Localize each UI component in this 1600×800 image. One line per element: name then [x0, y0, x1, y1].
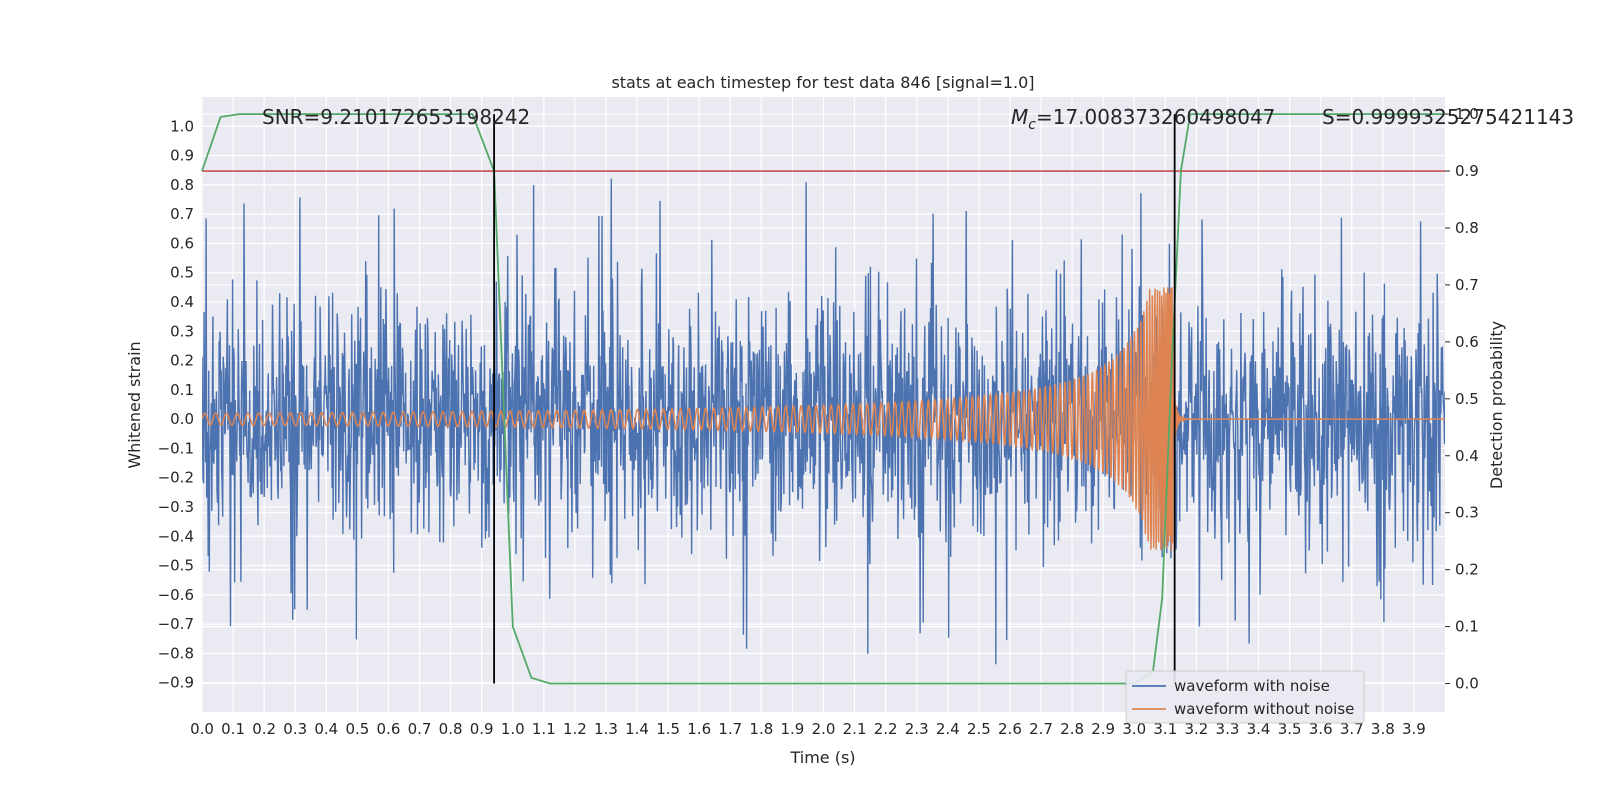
legend-label-clean: waveform without noise	[1174, 700, 1354, 718]
mc-symbol: M	[1011, 105, 1028, 129]
y2-tick-label: 0.5	[1455, 390, 1479, 408]
x-tick-label: 2.4	[936, 720, 960, 738]
y2-tick-label: 0.3	[1455, 504, 1479, 522]
y2-tick-label: 1.0	[1455, 105, 1479, 123]
y2-tick-label: 0.1	[1455, 618, 1479, 636]
y-tick-label: −0.2	[158, 469, 194, 487]
mc-annotation: Mc=17.008373260498047	[1011, 105, 1275, 133]
y-tick-label: 0.8	[170, 176, 194, 194]
x-tick-label: 2.0	[812, 720, 836, 738]
series-waveform-with-noise	[202, 178, 1445, 665]
x-tick-label: 1.8	[749, 720, 773, 738]
y-tick-label: 0.0	[170, 410, 194, 428]
y-tick-label: −0.4	[158, 527, 194, 545]
x-tick-label: 0.5	[345, 720, 369, 738]
y2-tick-label: 0.7	[1455, 276, 1479, 294]
x-tick-label: 0.9	[470, 720, 494, 738]
x-tick-label: 0.7	[408, 720, 432, 738]
x-tick-label: 2.8	[1060, 720, 1084, 738]
y-tick-label: 0.7	[170, 205, 194, 223]
x-tick-label: 1.3	[594, 720, 618, 738]
y2-ticks: 1.0 0.9 0.8 0.7 0.6 0.5 0.4 0.3 0.2 0.1 0.0	[1445, 105, 1479, 693]
x-tick-label: 2.6	[998, 720, 1022, 738]
y-tick-label: 1.0	[170, 117, 194, 135]
legend-box	[1125, 670, 1365, 724]
x-tick-label: 3.2	[1184, 720, 1208, 738]
y-tick-label: −0.7	[158, 615, 194, 633]
x-tick-label: 0.3	[283, 720, 307, 738]
x-tick-label: 2.3	[905, 720, 929, 738]
y2-tick-label: 0.0	[1455, 675, 1479, 693]
series-waveform-without-noise	[202, 287, 1445, 551]
y-ticks: 1.0 0.9 0.8 0.7 0.6 0.5 0.4 0.3 0.2 0.1 0.0 −0.1 −0.…	[158, 117, 194, 691]
snr-annotation: SNR=9.210172653198242	[262, 105, 530, 129]
y-tick-label: −0.3	[158, 498, 194, 516]
x-tick-label: 1.4	[625, 720, 649, 738]
y-tick-label: −0.6	[158, 586, 194, 604]
x-tick-label: 2.1	[843, 720, 867, 738]
x-tick-label: 3.1	[1153, 720, 1177, 738]
x-tick-label: 3.4	[1247, 720, 1271, 738]
x-tick-label: 2.2	[874, 720, 898, 738]
mc-subscript: c	[1028, 117, 1036, 133]
x-tick-label: 1.9	[780, 720, 804, 738]
legend-label-noise: waveform with noise	[1174, 677, 1330, 695]
x-axis-label: Time (s)	[789, 748, 855, 767]
y2-tick-label: 0.2	[1455, 561, 1479, 579]
x-tick-label: 1.5	[656, 720, 680, 738]
y2-tick-label: 0.4	[1455, 447, 1479, 465]
x-tick-label: 0.8	[439, 720, 463, 738]
y-tick-label: −0.8	[158, 644, 194, 662]
x-tick-label: 1.2	[563, 720, 587, 738]
y-tick-label: 0.6	[170, 234, 194, 252]
x-tick-label: 0.0	[190, 720, 214, 738]
x-tick-label: 3.9	[1402, 720, 1426, 738]
s-annotation: S=0.9999325275421143	[1322, 105, 1574, 129]
legend: waveform with noise waveform without noi…	[1125, 670, 1365, 724]
x-tick-label: 1.7	[718, 720, 742, 738]
x-ticks: 0.0 0.1 0.2 0.3 0.4 0.5 0.6 0.7 0.8 0.9 1.0 1.1 1.2 1…	[190, 720, 1426, 738]
x-tick-label: 2.5	[967, 720, 991, 738]
x-tick-label: 3.0	[1122, 720, 1146, 738]
x-tick-label: 0.4	[314, 720, 338, 738]
y-tick-label: −0.9	[158, 674, 194, 692]
x-tick-label: 3.3	[1216, 720, 1240, 738]
y-axis-label: Whitened strain	[125, 341, 144, 468]
x-tick-label: 1.0	[501, 720, 525, 738]
y-tick-label: −0.1	[158, 439, 194, 457]
x-tick-label: 3.6	[1309, 720, 1333, 738]
x-tick-label: 2.9	[1091, 720, 1115, 738]
chart-title: stats at each timestep for test data 846…	[611, 73, 1034, 92]
x-tick-label: 3.7	[1340, 720, 1364, 738]
y-tick-label: −0.5	[158, 557, 194, 575]
y-tick-label: 0.1	[170, 381, 194, 399]
y-tick-label: 0.9	[170, 147, 194, 165]
y2-tick-label: 0.8	[1455, 219, 1479, 237]
y-tick-label: 0.3	[170, 322, 194, 340]
y-tick-label: 0.2	[170, 352, 194, 370]
x-tick-label: 2.7	[1029, 720, 1053, 738]
x-tick-label: 3.5	[1278, 720, 1302, 738]
x-tick-label: 0.1	[221, 720, 245, 738]
mc-value: =17.008373260498047	[1036, 105, 1275, 129]
y2-tick-label: 0.6	[1455, 333, 1479, 351]
y2-tick-label: 0.9	[1455, 162, 1479, 180]
y2-axis-label: Detection probability	[1487, 321, 1506, 489]
x-tick-label: 0.6	[377, 720, 401, 738]
x-tick-label: 0.2	[252, 720, 276, 738]
x-tick-label: 3.8	[1371, 720, 1395, 738]
y-tick-label: 0.4	[170, 293, 194, 311]
y-tick-label: 0.5	[170, 264, 194, 282]
x-tick-label: 1.6	[687, 720, 711, 738]
x-tick-label: 1.1	[532, 720, 556, 738]
